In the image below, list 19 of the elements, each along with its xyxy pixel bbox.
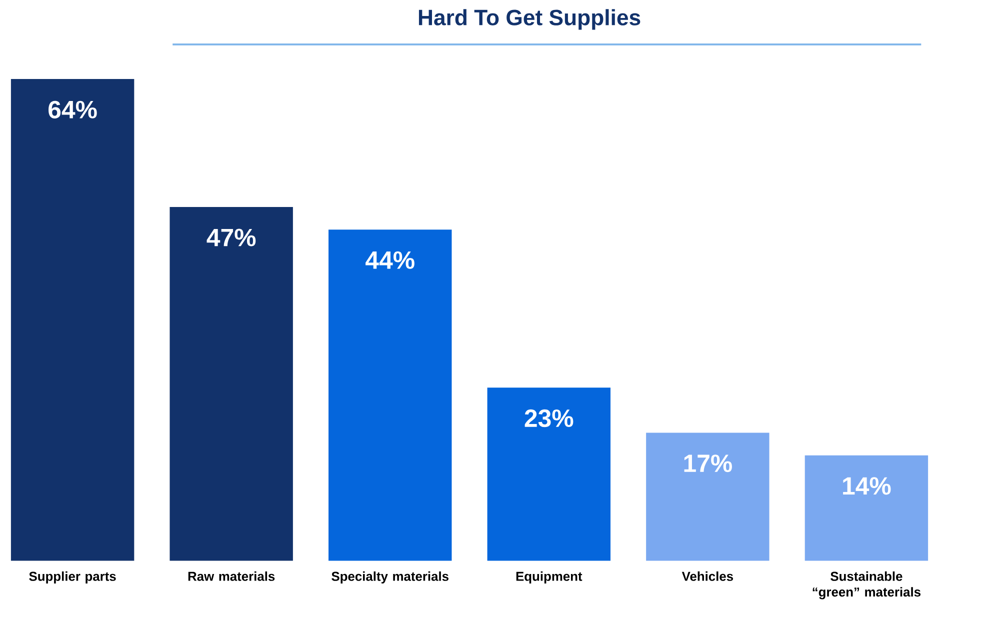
chart-title: Hard To Get Supplies: [418, 8, 640, 30]
data-label: 14%: [843, 477, 891, 495]
bar: [10, 78, 134, 561]
bar: [328, 229, 452, 561]
x-tick-label: Vehicles: [682, 571, 734, 581]
bar: [646, 432, 770, 561]
x-tick-label: Raw materials: [188, 571, 275, 581]
data-label: 44%: [366, 251, 414, 269]
bar: [487, 388, 610, 561]
x-tick-label: Equipment: [516, 571, 582, 584]
x-tick-label: Supplier parts: [29, 571, 116, 584]
x-tick-label: Specialty materials: [332, 571, 448, 584]
data-label: 64%: [48, 100, 97, 118]
bar: [170, 206, 293, 561]
x-tick-label: Sustainable “green” materials: [812, 571, 920, 600]
data-label: 17%: [684, 454, 732, 472]
data-label: 47%: [206, 228, 256, 246]
bar: [804, 455, 928, 561]
data-label: 23%: [524, 409, 574, 427]
